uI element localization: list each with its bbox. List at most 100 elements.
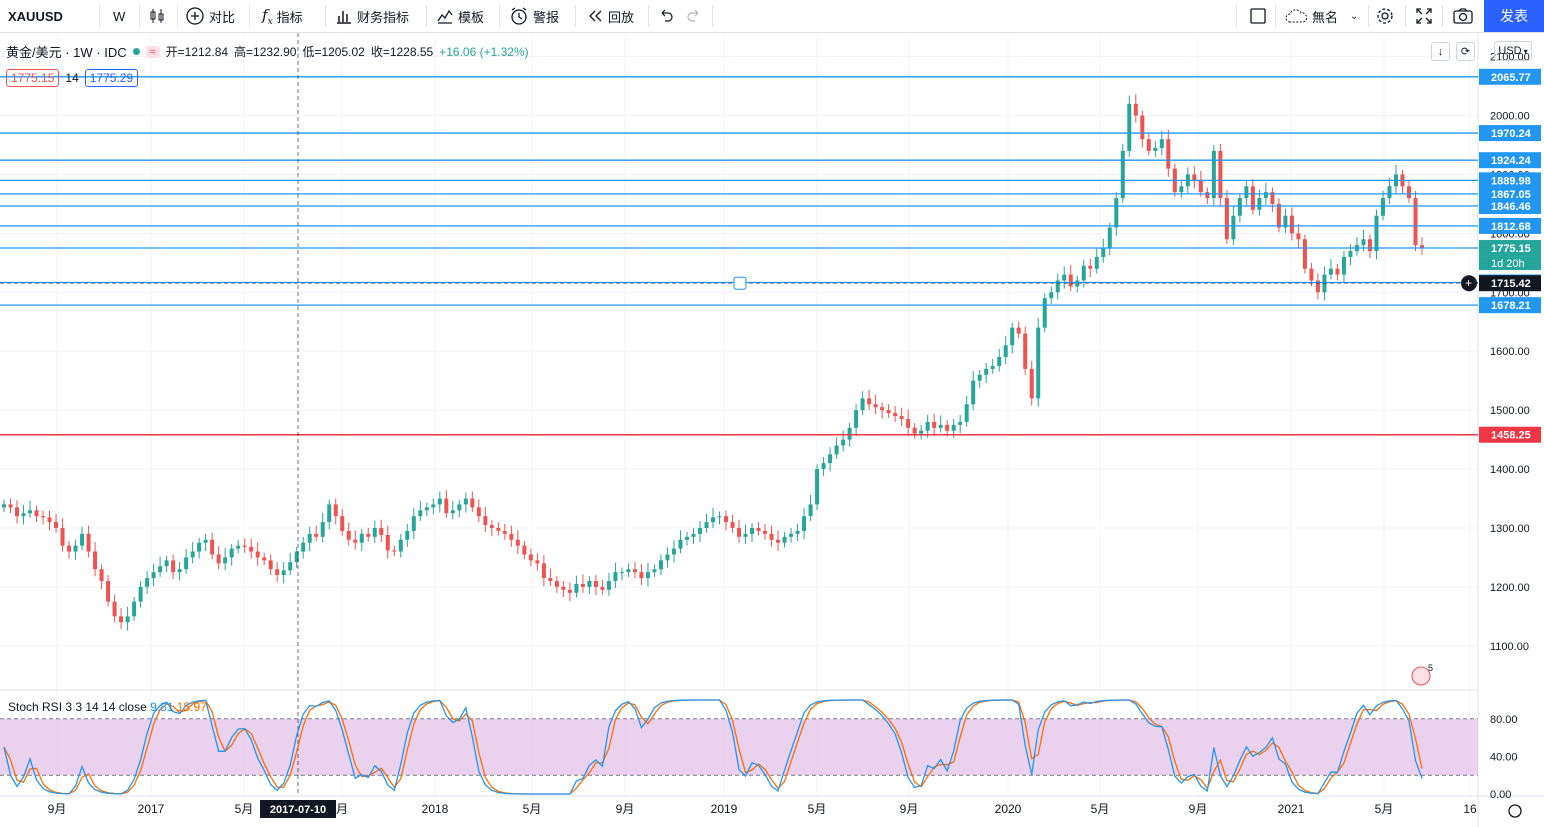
candle-body <box>47 517 52 523</box>
candle-body <box>652 569 657 573</box>
currency-select[interactable]: USD ▾ <box>1494 41 1532 61</box>
price-chart[interactable]: 2100.002000.001900.001800.001700.001600.… <box>0 33 1544 827</box>
candle-body <box>724 516 729 523</box>
candle-body <box>958 421 963 425</box>
candle-body <box>470 498 475 508</box>
undo-icon <box>661 9 673 22</box>
candle-body <box>763 530 768 534</box>
candle-body <box>229 548 234 558</box>
candle-body <box>457 504 462 511</box>
candle-body <box>1413 198 1418 246</box>
fullscreen-button[interactable] <box>1414 0 1434 32</box>
candle-body <box>437 498 442 505</box>
snapshot-button[interactable] <box>1452 0 1474 32</box>
candle-body <box>1153 147 1158 151</box>
candle-body <box>1257 198 1262 210</box>
layout-name-button[interactable]: 無名 ⌄ <box>1284 0 1358 32</box>
candle-body <box>1302 239 1307 269</box>
time-tick-label: 9月 <box>48 802 67 816</box>
undo-button[interactable] <box>657 0 675 32</box>
sync-button[interactable]: ⟳ <box>1456 42 1475 61</box>
legend-open: 开=1212.84 <box>165 45 229 59</box>
stoch-rsi-tick-label: 40.00 <box>1490 751 1518 763</box>
time-tick-label: 5月 <box>1091 802 1110 816</box>
time-axis: 9月 2017 5月 2017-07-10 月 2018 5月 9月 2019 5月 9月 2020 5… <box>48 800 1522 818</box>
candle-body <box>34 510 39 517</box>
candle-body <box>203 539 208 543</box>
candle-body <box>164 560 169 567</box>
plus-circle-icon <box>1461 275 1477 292</box>
redo-button[interactable] <box>685 0 703 32</box>
indicators-button[interactable]: fx 指标 <box>262 0 303 32</box>
compare-button[interactable]: 对比 <box>185 0 235 32</box>
candle-body <box>711 517 715 523</box>
candle-body <box>1231 215 1236 240</box>
symbol-search[interactable]: XAUUSD <box>8 0 63 32</box>
candle-body <box>574 583 579 593</box>
stoch-rsi-k-value: 9.81 <box>150 700 174 714</box>
candle-body <box>977 374 982 381</box>
symbol-label: XAUUSD <box>8 8 63 24</box>
candle-body <box>405 530 410 540</box>
crosshair-date-label: 2017-07-10 <box>270 804 326 816</box>
candle-body <box>548 578 553 581</box>
sell-price-button[interactable]: 1775.15 <box>6 69 60 87</box>
candle-body <box>776 539 781 543</box>
candle-body <box>561 586 566 590</box>
stoch-rsi-k-line <box>3 699 1423 795</box>
price-tick-label: 2000.00 <box>1490 111 1530 123</box>
candle-body <box>795 530 800 534</box>
settings-button[interactable] <box>1375 0 1395 32</box>
candle-body <box>15 507 20 517</box>
plus-icon: + <box>1465 276 1472 290</box>
candle-body <box>834 445 839 455</box>
candle-body <box>1309 268 1314 281</box>
alert-button[interactable]: 警报 <box>509 0 559 32</box>
candle-body <box>1289 215 1294 234</box>
candle-body <box>1374 215 1379 252</box>
candle-body <box>2 504 6 508</box>
candle-body <box>1023 333 1028 369</box>
candle-body <box>54 522 59 528</box>
divider <box>426 5 427 27</box>
currency-label: USD <box>1498 45 1522 57</box>
templates-button[interactable]: 模板 <box>436 0 484 32</box>
candle-body <box>1179 186 1184 193</box>
candle-body <box>984 368 989 375</box>
candle-body <box>802 516 807 531</box>
divider <box>249 5 250 27</box>
candle-body <box>73 545 78 552</box>
divider <box>325 5 326 27</box>
candle-body <box>119 616 124 623</box>
candle-body <box>1133 103 1138 116</box>
chart-type-button[interactable] <box>148 0 166 32</box>
financials-button[interactable]: 财务指标 <box>335 0 409 32</box>
stoch-rsi-tick-label: 0.00 <box>1490 789 1511 801</box>
download-button[interactable]: ↓ <box>1431 42 1450 61</box>
publish-label: 发表 <box>1500 8 1528 24</box>
time-tick-label: 2017 <box>138 802 165 816</box>
bid-ask: 1775.15 14 1775.29 <box>6 69 139 87</box>
replay-button[interactable]: 回放 <box>586 0 634 32</box>
templates-icon <box>437 9 453 24</box>
candle-body <box>639 572 644 579</box>
stoch-rsi-lines <box>3 699 1423 795</box>
candle-body <box>1068 274 1073 287</box>
candle-body <box>522 545 527 555</box>
interval-button[interactable]: W <box>113 0 125 32</box>
fullscreen-icon <box>1416 8 1432 24</box>
publish-button[interactable]: 发表 <box>1484 0 1544 32</box>
candle-body <box>301 542 306 552</box>
price-tick-label: 1200.00 <box>1490 582 1530 594</box>
price-level-label: 1775.15 <box>1491 243 1531 255</box>
layout-button[interactable] <box>1249 0 1267 32</box>
time-tick-label: 月 <box>336 802 348 816</box>
candle-body <box>567 589 572 593</box>
buy-price-button[interactable]: 1775.29 <box>84 69 139 87</box>
candle-body <box>580 583 585 587</box>
layout-name-label: 無名 <box>1312 9 1339 25</box>
candle-body <box>86 533 91 552</box>
candle-body <box>353 539 358 543</box>
candle-body <box>366 533 371 537</box>
candle-body <box>1211 150 1216 199</box>
